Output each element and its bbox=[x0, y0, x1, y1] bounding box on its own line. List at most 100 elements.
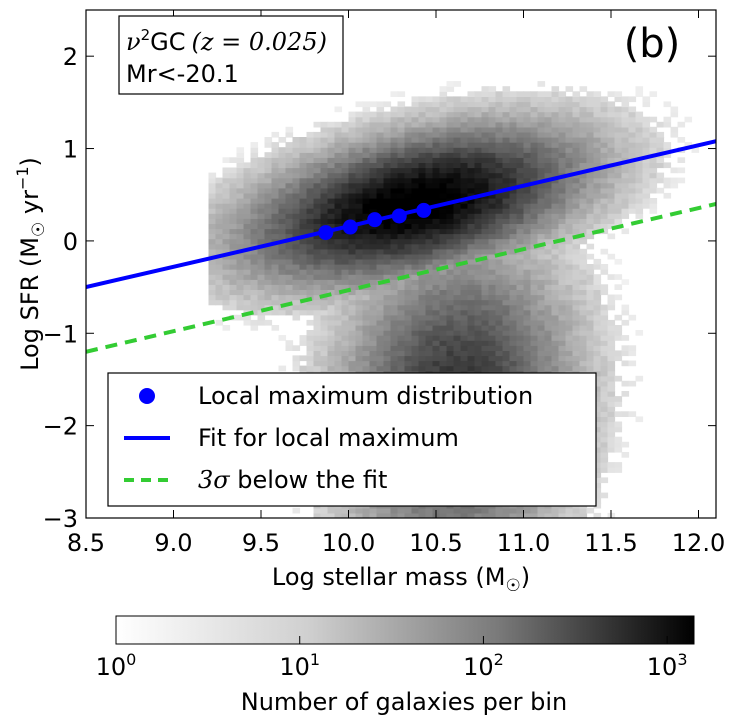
heatmap-cell bbox=[376, 157, 385, 163]
heatmap-cell bbox=[271, 299, 280, 306]
heatmap-cell bbox=[250, 167, 259, 174]
heatmap-cell bbox=[334, 345, 343, 351]
heatmap-cell bbox=[383, 203, 392, 209]
heatmap-cell bbox=[586, 289, 595, 296]
heatmap-cell bbox=[327, 182, 336, 189]
heatmap-cell bbox=[306, 365, 315, 372]
heatmap-cell bbox=[460, 512, 469, 518]
heatmap-cell bbox=[348, 167, 357, 174]
colorbar-tick-label: 103 bbox=[647, 650, 688, 681]
heatmap-cell bbox=[390, 116, 399, 123]
heatmap-cell bbox=[418, 279, 427, 285]
heatmap-cell bbox=[250, 319, 259, 326]
heatmap-cell bbox=[523, 309, 532, 316]
heatmap-cell bbox=[628, 208, 637, 214]
heatmap-cell bbox=[586, 126, 595, 133]
heatmap-cell bbox=[614, 116, 623, 123]
heatmap-cell bbox=[432, 147, 441, 153]
heatmap-cell bbox=[229, 187, 238, 194]
heatmap-cell bbox=[369, 187, 378, 194]
heatmap-cell bbox=[334, 233, 343, 240]
heatmap-cell bbox=[355, 355, 364, 362]
heatmap-cell bbox=[355, 294, 364, 301]
heatmap-cell bbox=[600, 137, 609, 143]
heatmap-cell bbox=[355, 238, 364, 245]
heatmap-cell bbox=[243, 299, 252, 306]
heatmap-cell bbox=[551, 147, 560, 153]
heatmap-cell bbox=[460, 167, 469, 174]
heatmap-cell bbox=[530, 294, 539, 301]
heatmap-cell bbox=[306, 198, 315, 204]
heatmap-cell bbox=[586, 177, 595, 184]
heatmap-cell bbox=[376, 319, 385, 326]
heatmap-cell bbox=[250, 187, 259, 194]
heatmap-cell bbox=[222, 192, 231, 199]
heatmap-cell bbox=[551, 340, 560, 346]
heatmap-cell bbox=[537, 274, 546, 280]
heatmap-cell bbox=[355, 157, 364, 163]
heatmap-cell bbox=[586, 91, 595, 97]
heatmap-cell bbox=[523, 167, 532, 174]
heatmap-cell bbox=[278, 187, 287, 194]
heatmap-cell bbox=[383, 264, 392, 270]
heatmap-cell bbox=[460, 172, 469, 179]
heatmap-cell bbox=[236, 253, 245, 260]
heatmap-cell bbox=[495, 243, 504, 250]
heatmap-cell bbox=[509, 192, 518, 199]
heatmap-cell bbox=[635, 116, 644, 123]
heatmap-cell bbox=[558, 106, 567, 113]
heatmap-cell bbox=[299, 340, 308, 346]
heatmap-cell bbox=[383, 299, 392, 306]
heatmap-cell bbox=[313, 187, 322, 194]
heatmap-cell bbox=[558, 360, 567, 367]
heatmap-cell bbox=[362, 319, 371, 326]
heatmap-cell bbox=[537, 284, 546, 290]
heatmap-cell bbox=[593, 279, 602, 285]
heatmap-cell bbox=[404, 330, 413, 336]
annotation-gc: GC bbox=[150, 28, 185, 56]
heatmap-cell bbox=[208, 223, 217, 230]
heatmap-cell bbox=[334, 167, 343, 174]
heatmap-cell bbox=[516, 299, 525, 306]
heatmap-cell bbox=[544, 294, 553, 301]
heatmap-cell bbox=[488, 355, 497, 362]
heatmap-cell bbox=[628, 360, 637, 367]
heatmap-cell bbox=[495, 269, 504, 275]
heatmap-cell bbox=[397, 248, 406, 255]
heatmap-cell bbox=[537, 269, 546, 275]
heatmap-cell bbox=[236, 208, 245, 214]
heatmap-cell bbox=[418, 253, 427, 260]
heatmap-cell bbox=[376, 111, 385, 118]
heatmap-cell bbox=[551, 172, 560, 179]
heatmap-cell bbox=[215, 238, 224, 245]
heatmap-cell bbox=[593, 182, 602, 189]
heatmap-cell bbox=[656, 187, 665, 194]
heatmap-cell bbox=[397, 147, 406, 153]
heatmap-cell bbox=[327, 345, 336, 351]
heatmap-cell bbox=[509, 91, 518, 97]
heatmap-cell bbox=[404, 284, 413, 290]
heatmap-cell bbox=[432, 238, 441, 245]
heatmap-cell bbox=[593, 157, 602, 163]
heatmap-cell bbox=[355, 101, 364, 108]
heatmap-cell bbox=[404, 350, 413, 357]
heatmap-cell bbox=[397, 325, 406, 331]
heatmap-cell bbox=[593, 319, 602, 326]
heatmap-cell bbox=[488, 325, 497, 331]
heatmap-cell bbox=[600, 319, 609, 326]
heatmap-cell bbox=[551, 198, 560, 204]
heatmap-cell bbox=[544, 238, 553, 245]
heatmap-cell bbox=[397, 223, 406, 230]
heatmap-cell bbox=[292, 157, 301, 163]
heatmap-cell bbox=[600, 421, 609, 428]
heatmap-cell bbox=[523, 91, 532, 97]
heatmap-cell bbox=[334, 258, 343, 265]
heatmap-cell bbox=[607, 233, 616, 240]
heatmap-cell bbox=[320, 137, 329, 143]
heatmap-cell bbox=[278, 228, 287, 235]
heatmap-cell bbox=[439, 111, 448, 118]
heatmap-cell bbox=[439, 253, 448, 260]
heatmap-cell bbox=[348, 187, 357, 194]
heatmap-cell bbox=[313, 243, 322, 250]
